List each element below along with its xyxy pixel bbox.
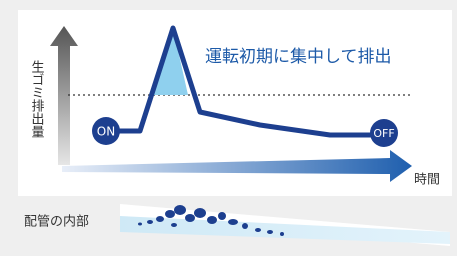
annotation: 運転初期に集中して排出: [205, 47, 392, 67]
end-label: OFF: [373, 127, 394, 140]
x-axis-label: 時間: [414, 173, 440, 188]
diagram: ON OFF 運転初期に集中して排出 時間 生ゴミ排出量 配管の内部: [0, 0, 457, 256]
y-axis-label: 生ゴミ排出量: [29, 60, 45, 138]
pipe-label: 配管の内部: [24, 214, 89, 230]
start-label: ON: [97, 125, 115, 139]
